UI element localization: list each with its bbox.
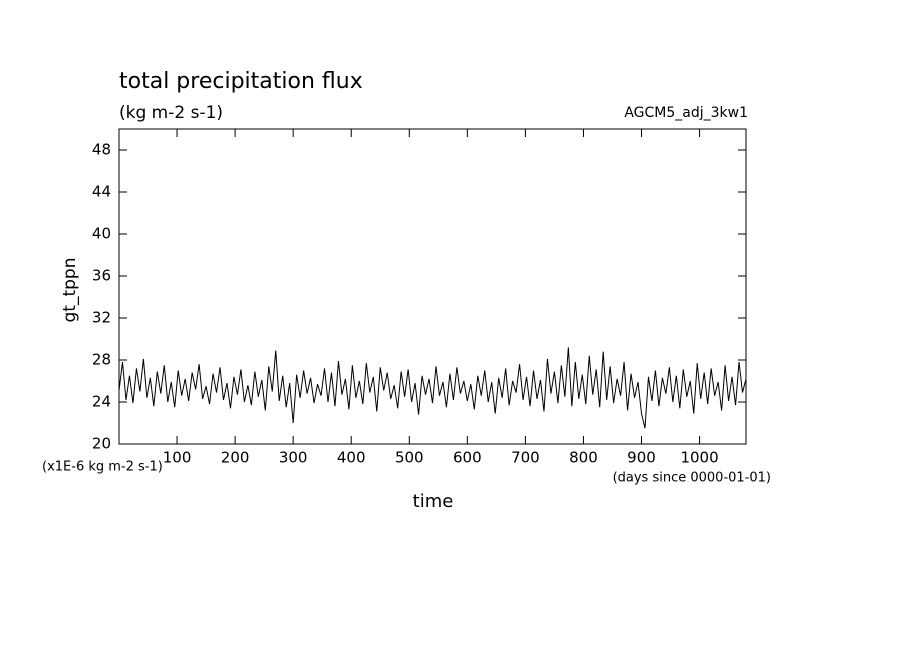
y-axis-label: gt_tppn <box>60 258 80 323</box>
x-unit: (days since 0000-01-01) <box>613 471 771 486</box>
y-tick-label: 24 <box>92 393 111 411</box>
x-tick-label: 400 <box>337 449 366 467</box>
x-tick-label: 200 <box>221 449 250 467</box>
x-tick-label: 500 <box>395 449 424 467</box>
data-line <box>118 347 747 429</box>
y-unit: (x1E-6 kg m-2 s-1) <box>42 460 163 475</box>
x-tick-label: 1000 <box>680 449 718 467</box>
x-tick-label: 100 <box>163 449 192 467</box>
y-tick-label: 40 <box>92 225 111 243</box>
y-tick-label: 28 <box>92 351 111 369</box>
x-tick-label: 800 <box>569 449 598 467</box>
x-tick-label: 700 <box>511 449 540 467</box>
chart-title: total precipitation flux <box>119 69 363 94</box>
annotation: AGCM5_adj_3kw1 <box>624 105 748 121</box>
chart-subtitle: (kg m-2 s-1) <box>119 103 223 123</box>
x-tick-label: 900 <box>627 449 656 467</box>
y-tick-label: 48 <box>92 141 111 159</box>
y-tick-label: 32 <box>92 309 111 327</box>
y-tick-label: 20 <box>92 435 111 453</box>
y-tick-label: 44 <box>92 183 111 201</box>
y-tick-label: 36 <box>92 267 111 285</box>
plot-frame <box>118 128 747 445</box>
x-axis-label: time <box>413 491 454 512</box>
x-tick-label: 600 <box>453 449 482 467</box>
x-tick-label: 300 <box>279 449 308 467</box>
